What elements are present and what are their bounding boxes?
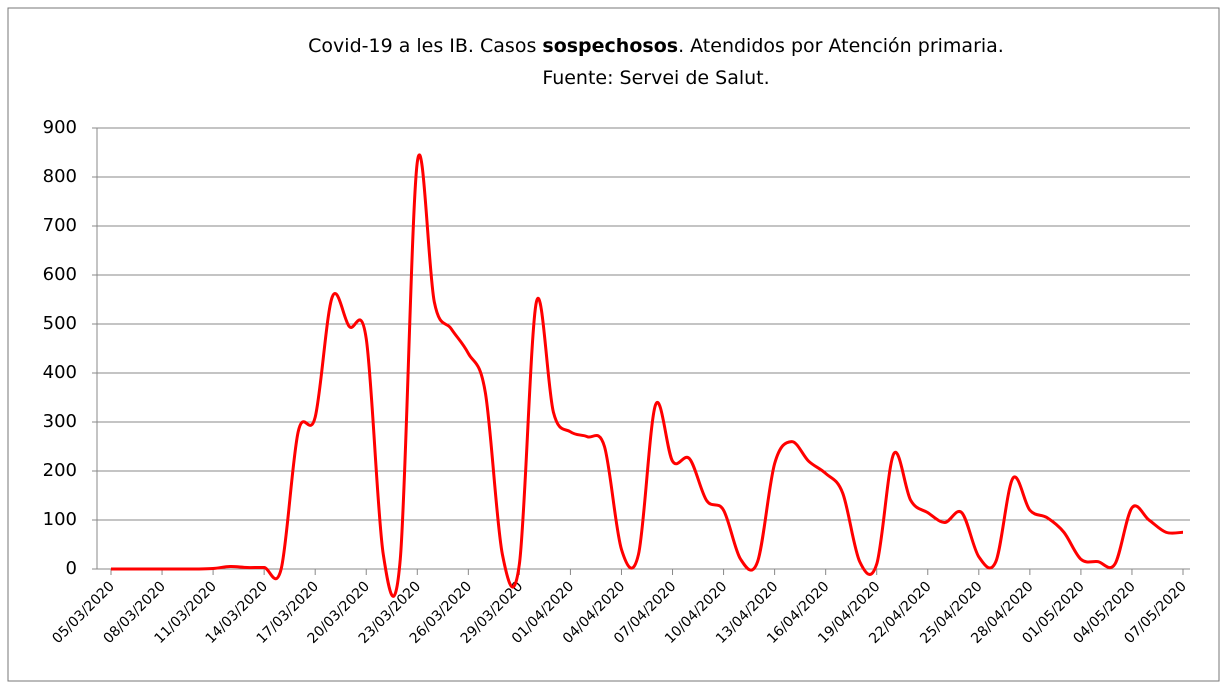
title-part: Covid-19 a les IB. Casos <box>308 35 542 57</box>
chart-subtitle: Fuente: Servei de Salut. <box>542 67 769 89</box>
chart-title: Covid-19 a les IB. Casos sospechosos. At… <box>308 35 1004 57</box>
title-part: sospechosos <box>542 35 678 57</box>
y-tick-label: 100 <box>43 509 77 530</box>
y-tick-label: 400 <box>43 362 77 383</box>
y-tick-label: 200 <box>43 460 77 481</box>
y-tick-label: 600 <box>43 264 77 285</box>
y-tick-label: 500 <box>43 313 77 334</box>
y-tick-label: 0 <box>66 558 77 579</box>
chart-frame <box>7 7 1220 682</box>
title-part: . Atendidos por Atención primaria. <box>678 35 1004 57</box>
y-tick-label: 800 <box>43 166 77 187</box>
y-tick-label: 900 <box>43 117 77 138</box>
y-tick-label: 300 <box>43 411 77 432</box>
y-tick-label: 700 <box>43 215 77 236</box>
data-line <box>111 153 1184 598</box>
